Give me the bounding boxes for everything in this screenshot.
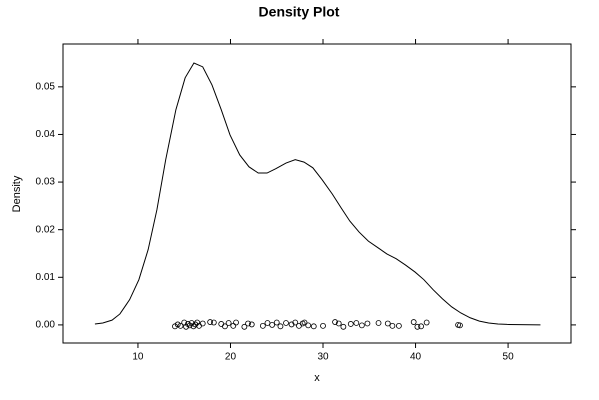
data-point bbox=[207, 319, 214, 325]
data-point bbox=[269, 322, 276, 328]
plot-frame bbox=[62, 43, 572, 344]
data-point bbox=[192, 321, 199, 328]
chart-title: Density Plot bbox=[259, 4, 340, 20]
density-curve bbox=[94, 62, 541, 326]
x-tick-label: 40 bbox=[410, 352, 422, 363]
y-tick-label: 0.01 bbox=[36, 272, 56, 283]
x-tick-label: 20 bbox=[225, 352, 237, 363]
data-point bbox=[199, 320, 206, 327]
data-point bbox=[174, 321, 181, 328]
data-point bbox=[183, 323, 189, 330]
data-point bbox=[283, 320, 289, 326]
data-point bbox=[273, 319, 280, 326]
data-point bbox=[395, 322, 402, 329]
data-point bbox=[384, 320, 391, 327]
x-axis-label: x bbox=[314, 372, 320, 384]
y-tick-label: 0.04 bbox=[36, 129, 56, 140]
data-point bbox=[301, 319, 308, 326]
data-point bbox=[222, 323, 228, 330]
data-point bbox=[410, 319, 417, 325]
data-point bbox=[210, 319, 217, 326]
data-point bbox=[230, 322, 237, 329]
data-point bbox=[292, 319, 299, 326]
data-point bbox=[177, 322, 184, 329]
data-point bbox=[194, 319, 201, 326]
data-point bbox=[320, 322, 326, 329]
data-point bbox=[190, 323, 197, 330]
data-point bbox=[457, 322, 463, 329]
data-point bbox=[296, 322, 302, 329]
data-point bbox=[185, 321, 191, 327]
y-tick-label: 0.00 bbox=[36, 320, 56, 331]
data-point bbox=[347, 321, 354, 327]
y-axis-label: Density bbox=[11, 175, 23, 212]
x-tick-label: 30 bbox=[317, 352, 329, 363]
data-point bbox=[358, 322, 365, 329]
data-point bbox=[418, 323, 424, 330]
x-tick-label: 50 bbox=[503, 352, 515, 363]
y-tick-label: 0.02 bbox=[36, 224, 56, 235]
data-point bbox=[233, 319, 239, 326]
data-point bbox=[259, 322, 266, 329]
data-point bbox=[248, 321, 255, 328]
data-point bbox=[332, 319, 338, 325]
data-point bbox=[225, 320, 232, 326]
data-point bbox=[241, 323, 248, 330]
data-point bbox=[423, 319, 430, 326]
data-point bbox=[188, 320, 195, 326]
y-tick-label: 0.03 bbox=[36, 177, 56, 188]
data-point bbox=[389, 322, 396, 329]
data-point bbox=[364, 320, 371, 327]
data-point bbox=[414, 323, 421, 330]
data-point bbox=[277, 323, 284, 330]
x-tick-label: 10 bbox=[132, 352, 144, 363]
data-point bbox=[218, 321, 225, 327]
data-point bbox=[340, 323, 347, 330]
data-point bbox=[305, 322, 312, 329]
y-tick-label: 0.05 bbox=[36, 81, 56, 92]
data-point bbox=[353, 320, 360, 326]
data-point bbox=[310, 323, 317, 330]
data-point bbox=[245, 320, 251, 327]
data-point bbox=[375, 320, 382, 326]
data-point bbox=[335, 320, 342, 327]
